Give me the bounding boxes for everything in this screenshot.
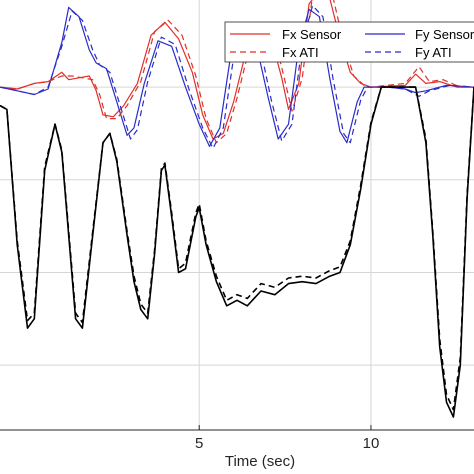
x-tick-label-0: 5: [195, 435, 203, 452]
legend-label-fx-sensor: Fx Sensor: [282, 27, 342, 42]
grid-lines: [0, 0, 474, 430]
legend-label-fy-ati: Fy ATI: [415, 45, 452, 60]
series-line-fy-ati-3: [0, 5, 474, 149]
series-lines: [0, 0, 474, 418]
legend-box: [224, 21, 474, 63]
series-line-series-5-5: [0, 86, 474, 411]
x-ticks: 5 10: [195, 425, 379, 452]
series-line-series-4-4: [0, 86, 474, 418]
legend: Fx Sensor Fy Sensor Fx ATI Fy ATI: [224, 21, 474, 63]
legend-label-fx-ati: Fx ATI: [282, 45, 319, 60]
x-axis-label: Time (sec): [225, 453, 295, 470]
series-line-fx-sensor-0: [0, 0, 474, 140]
legend-label-fy-sensor: Fy Sensor: [415, 27, 474, 42]
x-tick-label-1: 10: [363, 435, 380, 452]
series-line-fx-ati-2: [0, 0, 474, 144]
series-line-fy-sensor-1: [0, 6, 474, 147]
